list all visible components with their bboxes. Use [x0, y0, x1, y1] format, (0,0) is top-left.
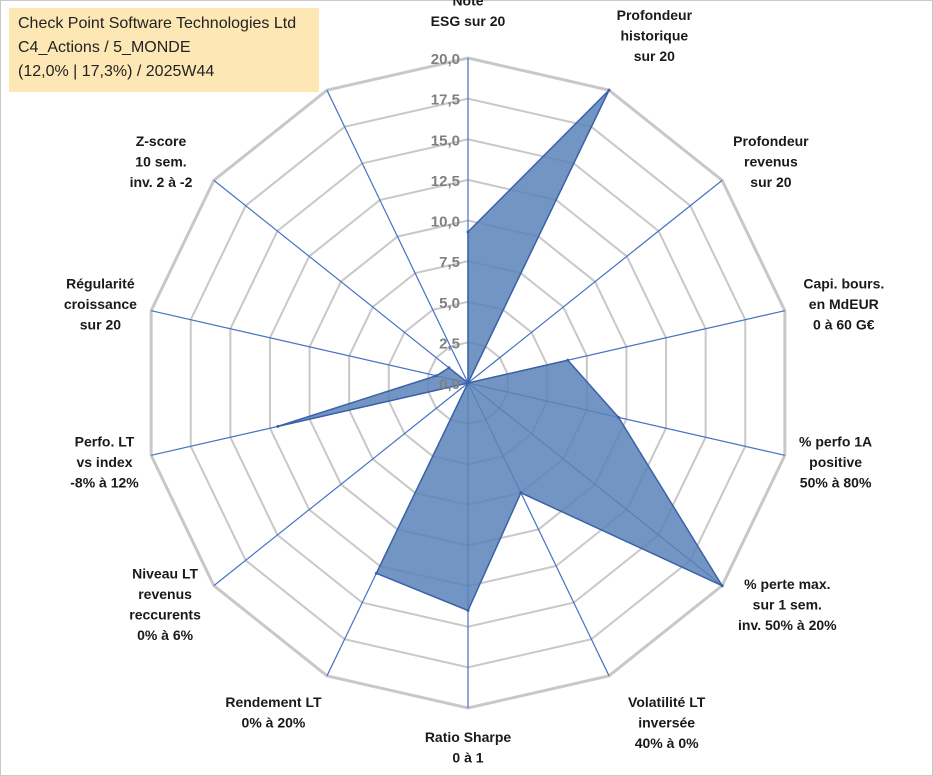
data-point: [519, 491, 523, 495]
axis-labels: Note ESG sur 20 Profondeur historique sur 20…: [64, 0, 884, 766]
axis-label-line: Perfo. LT: [75, 433, 135, 449]
tick-label: 17,5: [431, 92, 460, 109]
axis-label-line: % perte max.: [744, 576, 830, 592]
data-point: [447, 366, 451, 370]
axis-label-line: inversée: [638, 714, 695, 730]
axis-label-line: -8% à 12%: [70, 474, 139, 490]
spoke-13: [326, 89, 469, 384]
axis-label-line: Profondeur: [733, 133, 809, 149]
axis-label-line: Niveau LT: [132, 566, 198, 582]
axis-label-line: 0 à 60 G€: [813, 317, 875, 333]
performance-period: (12,0% | 17,3%) / 2025W44: [18, 63, 215, 80]
axis-label-line: revenus: [138, 586, 192, 602]
spoke-11: [151, 310, 469, 384]
axis-label-2: Profondeur revenus sur 20: [733, 133, 809, 190]
axis-label-line: sur 1 sem.: [753, 596, 822, 612]
data-point: [276, 424, 280, 428]
axis-label-line: 0% à 20%: [242, 714, 306, 730]
axis-label-6: Volatilité LT inversée 40% à 0%: [628, 694, 706, 751]
axis-label-line: Régularité: [66, 276, 135, 292]
axis-label-1: Profondeur historique sur 20: [617, 7, 693, 64]
axis-label-line: 0% à 6%: [137, 627, 194, 643]
data-point: [466, 230, 470, 234]
data-point: [374, 571, 378, 575]
axis-label-5: % perte max. sur 1 sem. inv. 50% à 20%: [738, 576, 837, 633]
axis-label-line: Volatilité LT: [628, 694, 706, 710]
tick-label: 12,5: [431, 173, 460, 190]
axis-label-9: Niveau LT revenus reccurents 0% à 6%: [129, 566, 201, 644]
spoke-12: [213, 179, 469, 384]
tick-label: 15,0: [431, 132, 460, 149]
axis-label-line: Ratio Sharpe: [425, 729, 512, 745]
axis-label-line: 40% à 0%: [635, 735, 699, 751]
radial-tick-labels: 0,0 2,5 5,0 7,5 10,0 12,5 15,0 17,5 20,0: [431, 51, 460, 393]
axis-label-line: historique: [621, 28, 689, 44]
axis-label-line: Z-score: [136, 133, 187, 149]
tick-label: 2,5: [439, 335, 460, 352]
axis-label-line: Note: [452, 0, 483, 9]
axis-label-8: Rendement LT 0% à 20%: [225, 694, 322, 731]
tick-label: 0,0: [439, 376, 460, 393]
axis-label-line: sur 20: [634, 48, 675, 64]
axis-label-line: 50% à 80%: [800, 474, 872, 490]
spoke-9: [213, 382, 469, 587]
axis-label-7: Ratio Sharpe 0 à 1: [425, 729, 512, 766]
axis-label-line: en MdEUR: [809, 296, 879, 312]
axis-label-line: Rendement LT: [225, 694, 322, 710]
axis-label-10: Perfo. LT vs index -8% à 12%: [70, 433, 139, 490]
axis-label-0: Note ESG sur 20: [431, 0, 506, 29]
series-area: [277, 89, 725, 612]
axis-label-12: Z-score 10 sem. inv. 2 à -2: [130, 133, 193, 190]
axis-label-3: Capi. bours. en MdEUR 0 à 60 G€: [803, 276, 884, 333]
tick-label: 7,5: [439, 254, 460, 271]
data-point: [607, 88, 611, 92]
axis-label-line: sur 20: [80, 317, 121, 333]
axis-label-line: inv. 2 à -2: [130, 174, 193, 190]
axis-label-line: 10 sem.: [135, 154, 186, 170]
axis-label-line: Capi. bours.: [803, 276, 884, 292]
data-point: [434, 374, 438, 378]
axis-label-line: Profondeur: [617, 7, 693, 23]
category-path: C4_Actions / 5_MONDE: [18, 39, 191, 56]
axis-label-line: reccurents: [129, 607, 201, 623]
axis-label-line: vs index: [76, 454, 132, 470]
axis-label-4: % perfo 1A positive 50% à 80%: [799, 433, 872, 490]
axis-label-line: sur 20: [750, 174, 791, 190]
axis-label-line: revenus: [744, 154, 798, 170]
data-point: [466, 381, 470, 385]
axis-label-11: Régularité croissance sur 20: [64, 276, 137, 333]
data-point: [466, 609, 470, 612]
info-box: Check Point Software Technologies Ltd C4…: [9, 8, 319, 92]
spoke-2: [467, 179, 723, 384]
axis-label-line: positive: [809, 454, 862, 470]
tick-label: 20,0: [431, 51, 460, 68]
axis-label-line: % perfo 1A: [799, 433, 872, 449]
axis-label-line: ESG sur 20: [431, 13, 506, 29]
data-point: [566, 358, 570, 362]
axis-label-line: inv. 50% à 20%: [738, 617, 837, 633]
data-point: [617, 415, 621, 419]
tick-label: 10,0: [431, 214, 460, 231]
axis-label-line: 0 à 1: [452, 750, 483, 766]
tick-label: 5,0: [439, 295, 460, 312]
axis-label-line: croissance: [64, 296, 137, 312]
company-name: Check Point Software Technologies Ltd: [18, 15, 297, 32]
data-point: [720, 584, 724, 588]
radar-series: [276, 88, 725, 612]
